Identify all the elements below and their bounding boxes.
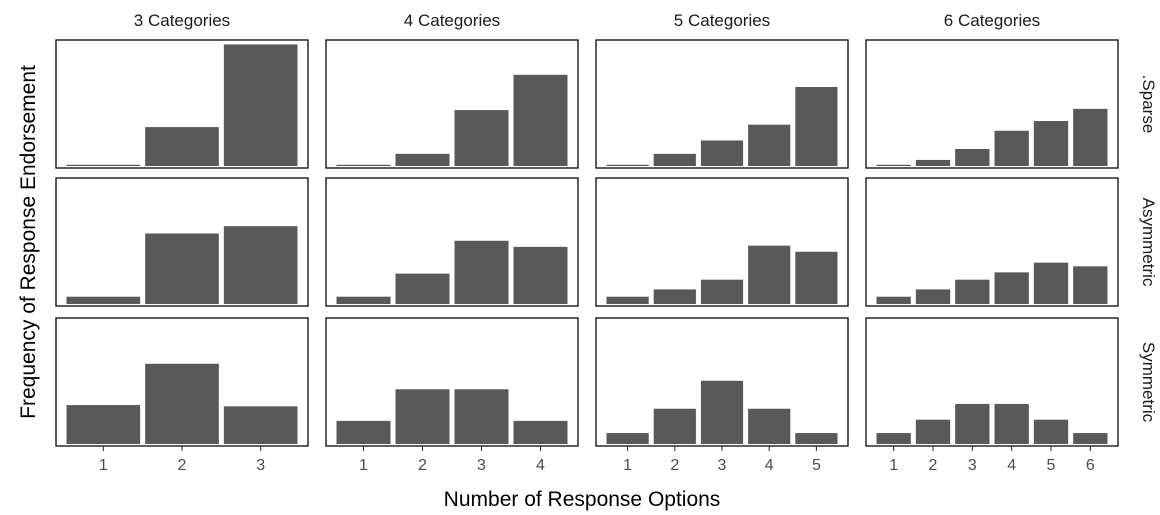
bar [395,153,450,166]
bar [653,289,696,304]
x-tick-label: 5 [1047,457,1056,474]
bar [336,296,391,304]
bar [700,380,744,444]
bar [795,86,838,166]
x-tick-label: 3 [718,457,727,474]
bar [145,363,219,444]
bar [513,246,568,304]
bar [606,164,649,166]
bar [395,273,450,304]
bar [955,279,990,304]
row-strip-label: Symmetric [1139,342,1158,423]
panel-border [865,177,1119,307]
x-tick-label: 1 [99,457,108,474]
panel-border [595,39,849,169]
bar [1033,262,1069,304]
x-axis-title: Number of Response Options [444,488,721,511]
x-tick-label: 2 [178,457,187,474]
row-strip-label: .Sparse [1139,75,1158,134]
y-axis-title: Frequency of Response Endorsement [17,65,40,419]
x-tick-label: 2 [418,457,427,474]
bar [606,433,649,444]
x-tick-label: 4 [1007,457,1016,474]
x-tick-label: 5 [812,457,821,474]
bar [66,164,141,166]
panel-border [55,177,309,307]
column-strip-label: 3 Categories [134,11,230,30]
x-tick-label: 3 [256,457,265,474]
panel-border [325,177,579,307]
bar [1033,121,1069,166]
bar [454,389,509,444]
bar [955,148,990,166]
bar [795,433,838,444]
bar [66,405,141,444]
bar [223,406,298,444]
bar [915,419,951,444]
bar [915,159,951,166]
panel-border [865,39,1119,169]
bar [748,124,791,166]
bar [748,245,791,304]
bar [513,420,568,444]
x-tick-label: 3 [477,457,486,474]
x-tick-label: 6 [1086,457,1095,474]
bar [700,140,744,166]
bar [994,403,1029,444]
bar [145,127,219,166]
bar [336,164,391,166]
x-tick-label: 4 [765,457,774,474]
bar [395,389,450,444]
bar [876,433,911,444]
bar [653,153,696,166]
x-tick-label: 3 [968,457,977,474]
bar [66,296,141,304]
bar [994,130,1029,166]
bar [454,240,509,304]
bar [513,74,568,166]
bar [223,44,298,166]
bar [1073,266,1108,304]
bar [454,110,509,166]
bar [653,408,696,444]
bar [748,408,791,444]
column-strip-label: 4 Categories [404,11,500,30]
x-tick-label: 1 [359,457,368,474]
x-tick-label: 1 [623,457,632,474]
facet-panels: 3 Categories 4 Categories 5 Categories 6 Ca… [55,11,1158,474]
bar [1033,419,1069,444]
panel-border [325,39,579,169]
bar [915,289,951,304]
panel-border [865,317,1119,447]
x-tick-label: 2 [929,457,938,474]
panel-border [595,177,849,307]
bar [223,226,298,304]
x-tick-label: 1 [889,457,898,474]
x-tick-label: 2 [670,457,679,474]
bar [700,279,744,304]
panel-border [55,39,309,169]
bar [876,296,911,304]
bar [994,272,1029,304]
bar [1073,108,1108,166]
row-strip-label: Asymmetric [1139,198,1158,287]
bar [795,251,838,304]
bar [145,233,219,304]
bar [606,296,649,304]
x-tick-label: 4 [536,457,545,474]
panel-border [325,317,579,447]
bar [876,164,911,166]
column-strip-label: 5 Categories [674,11,770,30]
bar [1073,433,1108,444]
bar [955,403,990,444]
column-strip-label: 6 Categories [944,11,1040,30]
bar [336,420,391,444]
